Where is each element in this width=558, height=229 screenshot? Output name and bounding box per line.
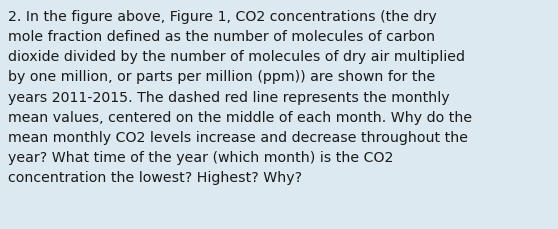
Text: 2. In the figure above, Figure 1, CO2 concentrations (the dry
mole fraction defi: 2. In the figure above, Figure 1, CO2 co… [8,10,472,184]
